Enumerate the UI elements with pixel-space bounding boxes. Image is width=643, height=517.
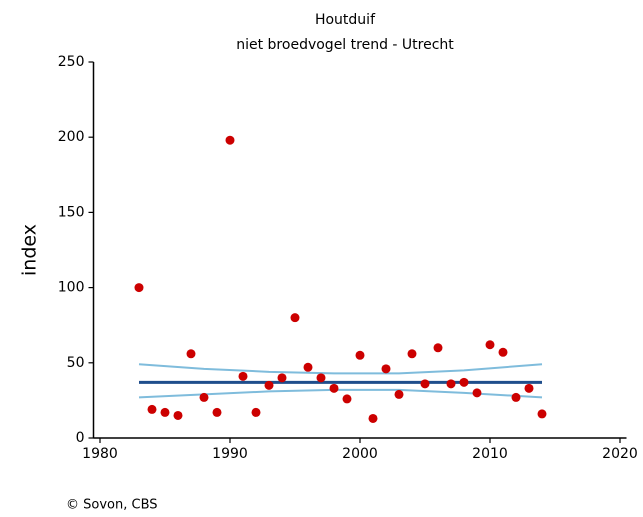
data-point [173,410,183,420]
y-tick-label: 0 [76,430,85,446]
data-point [147,404,157,414]
data-point [251,407,261,417]
data-point [446,379,456,389]
data-point [485,340,495,350]
data-point [420,379,430,389]
data-point [355,350,365,360]
y-tick-label: 250 [58,54,85,70]
data-point [472,388,482,398]
chart-subtitle: niet broedvogel trend - Utrecht [236,37,454,53]
y-tick-label: 150 [58,204,85,220]
x-tick-label: 2010 [472,446,508,462]
x-tick-label: 1980 [82,446,118,462]
data-point [264,380,274,390]
y-tick-label: 100 [58,280,85,296]
data-point [316,373,326,383]
x-tick-label: 2020 [602,446,638,462]
data-point [212,407,222,417]
data-point [368,413,378,423]
x-tick-label: 2000 [342,446,378,462]
data-point [290,313,300,323]
data-point [199,392,209,402]
data-point [459,377,469,387]
y-axis-label: index [19,224,41,276]
data-point [381,364,391,374]
data-point [160,407,170,417]
data-point [394,389,404,399]
data-point [134,283,144,293]
data-point [225,135,235,145]
data-point [277,373,287,383]
data-point [511,392,521,402]
confidence-line [138,388,543,399]
confidence-line [138,363,543,375]
data-point [498,347,508,357]
data-point [407,349,417,359]
y-tick-label: 200 [58,129,85,145]
data-point [238,371,248,381]
y-tick-label: 50 [67,355,85,371]
data-point [524,383,534,393]
data-point [329,383,339,393]
data-point [303,362,313,372]
chart-title: Houtduif [315,12,376,28]
data-point [537,409,547,419]
data-point [342,394,352,404]
x-tick-label: 1990 [212,446,248,462]
data-point [186,349,196,359]
data-point [433,343,443,353]
source: © Sovon, CBS [66,498,158,513]
